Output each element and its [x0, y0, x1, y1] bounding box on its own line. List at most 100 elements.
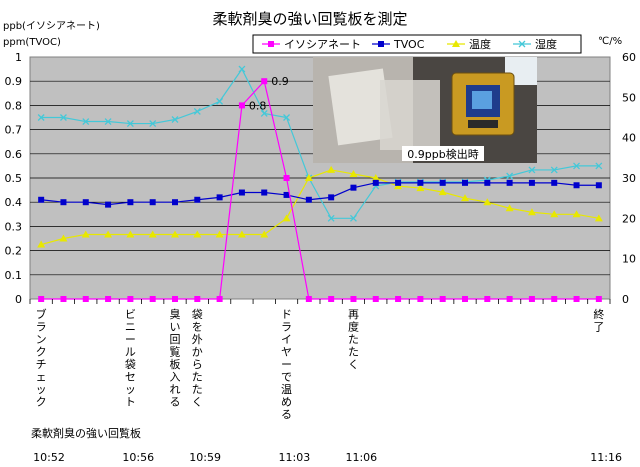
event-label-char: 度 — [348, 320, 359, 334]
data-point — [38, 196, 45, 203]
photo-caption-bg — [402, 146, 484, 161]
data-point — [260, 230, 269, 238]
photo-caption: 0.9ppb検出時 — [407, 147, 478, 161]
time-label: 11:03 — [279, 451, 311, 464]
event-label-char: で — [281, 371, 292, 384]
photo-paper — [328, 68, 393, 146]
data-point — [216, 97, 224, 105]
data-point — [372, 296, 379, 302]
event-label-char: ッ — [36, 383, 47, 396]
chart-title: 柔軟剤臭の強い回覧板を測定 — [212, 10, 407, 28]
data-point — [283, 175, 290, 181]
data-point — [550, 166, 558, 174]
data-point — [216, 194, 223, 201]
event-label-char: ニ — [125, 321, 136, 334]
data-point — [573, 162, 580, 170]
data-point — [194, 196, 201, 203]
data-point — [417, 296, 424, 302]
data-point — [304, 174, 313, 181]
event-label-char: 袋 — [125, 357, 136, 371]
data-point — [505, 204, 514, 212]
event-label-char: 温 — [281, 383, 292, 396]
event-label-char: ッ — [125, 383, 136, 396]
data-point — [484, 296, 491, 302]
series-line-2 — [40, 169, 599, 246]
event-label-char: 板 — [170, 357, 181, 371]
photo-inset: 0.9ppb検出時 — [313, 57, 537, 163]
event-label-char: く — [348, 358, 359, 371]
data-point — [60, 114, 67, 121]
event-label-char: た — [192, 371, 203, 384]
data-point — [216, 296, 223, 302]
data-point — [59, 234, 68, 242]
left-axis-label-tvoc: ppm(TVOC) — [3, 37, 61, 48]
data-point — [551, 179, 558, 186]
data-point — [215, 230, 224, 238]
right-tick-label: 50 — [622, 91, 636, 104]
legend-entry: 温度 — [447, 37, 491, 51]
time-label: 10:52 — [33, 451, 65, 464]
event-label-char: ク — [36, 346, 47, 359]
left-tick-label: 1 — [15, 51, 22, 64]
data-point — [171, 116, 179, 123]
legend-swatch-marker — [378, 41, 384, 47]
event-label-char: た — [348, 333, 359, 346]
data-point — [148, 230, 157, 238]
data-point — [282, 214, 291, 222]
data-point — [105, 201, 112, 208]
event-label-char: ト — [125, 396, 136, 409]
data-point — [261, 189, 268, 196]
legend: イソシアネート TVOC 温度 湿度 — [252, 34, 582, 54]
data-point — [104, 230, 113, 238]
left-tick-label: 0 — [15, 293, 22, 306]
point-label: 0.8 — [249, 99, 267, 112]
data-point — [439, 296, 446, 302]
data-point — [37, 240, 46, 248]
event-label-char: ラ — [281, 321, 292, 334]
data-point — [81, 230, 90, 238]
data-point — [38, 296, 45, 302]
event-label-char: を — [192, 321, 203, 334]
data-point — [484, 179, 491, 186]
photo-device-screen-inner — [472, 91, 492, 109]
data-point — [194, 296, 201, 302]
event-label-char: 覧 — [170, 345, 181, 359]
left-tick-label: 0.1 — [5, 269, 23, 282]
left-axis-label-isocyanate: ppb(イソシアネート) — [3, 20, 100, 32]
event-label-char: ー — [281, 358, 292, 371]
event-label-char: 袋 — [192, 307, 203, 321]
data-point — [126, 120, 134, 128]
event-label-char: た — [348, 346, 359, 359]
event-label-char: め — [281, 396, 292, 409]
left-tick-label: 0.3 — [5, 220, 23, 233]
data-point — [328, 296, 335, 302]
data-point — [328, 194, 335, 201]
data-point — [417, 179, 424, 186]
data-point — [149, 296, 156, 302]
point-label: 0.9 — [271, 75, 289, 88]
data-point — [238, 189, 245, 196]
data-point — [105, 296, 112, 302]
data-point — [416, 184, 425, 192]
data-point — [127, 199, 134, 206]
data-point — [172, 296, 178, 302]
data-point — [349, 169, 358, 177]
data-point — [462, 179, 468, 186]
data-point — [126, 230, 135, 238]
left-axis-ticks: 0 0.1 0.2 0.3 0.4 0.5 0.6 0.7 0.8 0.9 1 — [5, 51, 23, 306]
data-point — [238, 65, 246, 73]
data-point — [305, 296, 312, 302]
time-label: 10:59 — [189, 451, 221, 464]
data-point — [327, 214, 335, 222]
time-labels: 10:52 10:56 10:59 11:03 11:06 11:16 — [33, 451, 622, 464]
right-tick-label: 30 — [622, 172, 636, 185]
event-label-char: る — [281, 408, 292, 421]
data-point — [395, 296, 402, 302]
data-point — [506, 172, 514, 180]
event-label-char: セ — [125, 371, 136, 384]
event-label-char: 終 — [593, 307, 604, 321]
